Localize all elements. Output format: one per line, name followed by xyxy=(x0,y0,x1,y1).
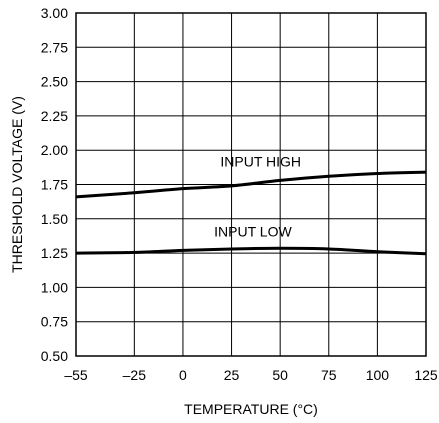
y-tick-label: 1.00 xyxy=(41,279,68,295)
annotations: INPUT HIGH INPUT LOW xyxy=(214,154,301,240)
x-tick-label: –55 xyxy=(64,367,88,383)
series-line-input-high xyxy=(75,170,427,199)
plot-frame xyxy=(75,12,427,357)
x-tick-label: 0 xyxy=(179,367,187,383)
x-axis-label: TEMPERATURE (°C) xyxy=(184,401,318,417)
y-axis-label: THRESHOLD VOLTAGE (V) xyxy=(9,96,25,273)
series-line-input-low xyxy=(75,246,427,256)
y-tick-label: 1.50 xyxy=(41,211,68,227)
x-tick-labels: –55 –25 0 25 50 75 100 125 xyxy=(64,367,438,383)
y-tick-label: 2.50 xyxy=(41,74,68,90)
series-annotation: INPUT LOW xyxy=(214,224,292,240)
series-annotation: INPUT HIGH xyxy=(220,154,301,170)
x-tick-label: 25 xyxy=(224,367,240,383)
x-tick-label: 125 xyxy=(414,367,438,383)
x-tick-label: 100 xyxy=(366,367,390,383)
y-tick-label: 1.25 xyxy=(41,245,68,261)
x-tick-label: –25 xyxy=(123,367,147,383)
series-layer xyxy=(75,170,427,256)
y-tick-labels: 0.50 0.75 1.00 1.25 1.50 1.75 2.00 2.25 2.50 2.75… xyxy=(41,5,68,364)
y-tick-label: 0.50 xyxy=(41,348,68,364)
y-tick-label: 0.75 xyxy=(41,314,68,330)
x-tick-label: 75 xyxy=(321,367,337,383)
y-tick-label: 2.25 xyxy=(41,108,68,124)
y-tick-label: 2.00 xyxy=(41,142,68,158)
y-tick-label: 2.75 xyxy=(41,39,68,55)
x-tick-label: 50 xyxy=(272,367,288,383)
y-tick-label: 1.75 xyxy=(41,177,68,193)
y-tick-label: 3.00 xyxy=(41,5,68,21)
